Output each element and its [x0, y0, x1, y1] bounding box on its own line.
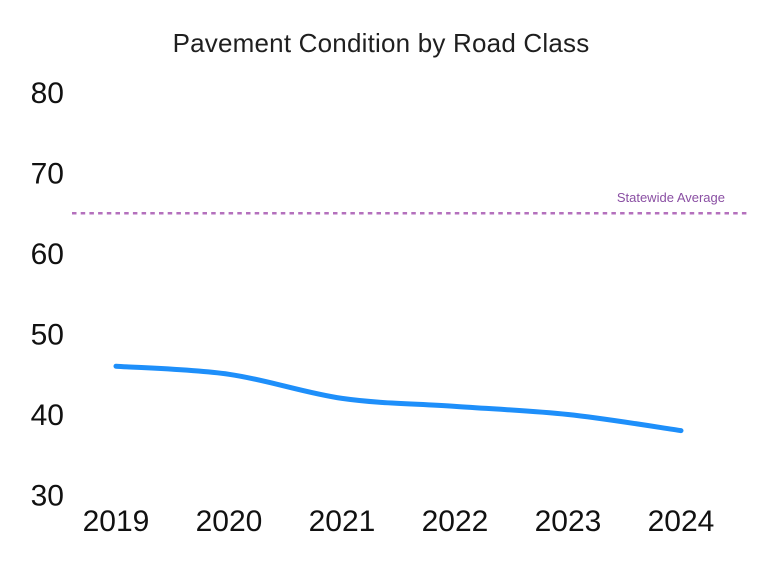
reference-line-label: Statewide Average	[616, 190, 725, 205]
x-tick-label: 2019	[83, 505, 150, 538]
y-tick-label: 30	[31, 480, 64, 513]
x-tick-label: 2021	[309, 505, 376, 538]
series-line	[113, 363, 684, 434]
y-tick-label: 70	[31, 158, 64, 191]
y-tick-label: 50	[31, 319, 64, 352]
x-tick-label: 2020	[196, 505, 263, 538]
y-tick-label: 60	[31, 238, 64, 271]
y-tick-label: 80	[31, 77, 64, 110]
x-tick-label: 2022	[422, 505, 489, 538]
x-tick-label: 2023	[535, 505, 602, 538]
y-tick-label: 40	[31, 399, 64, 432]
chart-title: Pavement Condition by Road Class	[172, 28, 590, 58]
x-tick-label: 2024	[648, 505, 715, 538]
